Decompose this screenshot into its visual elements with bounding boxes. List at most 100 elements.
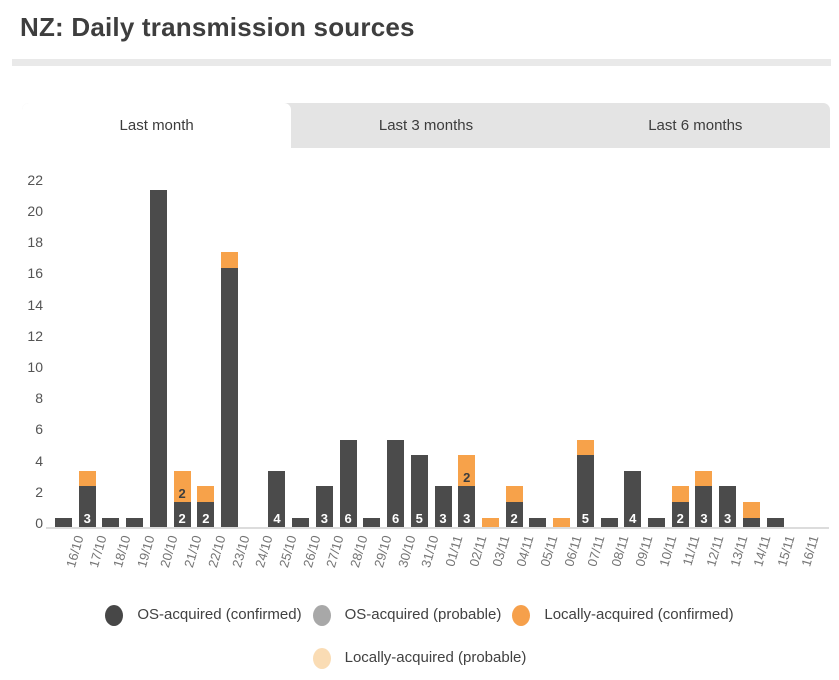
x-axis-tick-label: 02/11	[466, 533, 490, 569]
legend-label: Locally-acquired (probable)	[344, 649, 527, 666]
bar-value-label: 2	[676, 510, 684, 526]
x-axis-tick-label: 08/11	[608, 533, 632, 569]
x-axis-tick-label: 28/10	[347, 533, 371, 570]
bar-segment-locally-confirmed[interactable]	[553, 517, 571, 527]
bar-segment-os-confirmed[interactable]: 3	[719, 486, 737, 527]
bar-value-label: 6	[344, 510, 352, 526]
bar-value-label: 3	[463, 510, 471, 526]
bar-value-label: 3	[700, 510, 708, 526]
bar-segment-os-confirmed[interactable]: 5	[410, 455, 428, 527]
bar-segment-os-confirmed[interactable]	[648, 517, 665, 527]
tab-last-6-months[interactable]: Last 6 months	[648, 117, 743, 134]
os-probable-swatch-icon	[312, 604, 331, 626]
y-axis-tick-label: 0	[35, 515, 43, 531]
tab-last-3-months[interactable]: Last 3 months	[378, 117, 474, 134]
bar-segment-locally-confirmed[interactable]	[221, 252, 239, 269]
bar-segment-locally-confirmed[interactable]: 2	[458, 455, 476, 487]
bar-segment-os-confirmed[interactable]: 3	[695, 486, 713, 527]
x-axis-tick-label: 12/11	[703, 533, 727, 569]
bar-value-label: 4	[629, 510, 637, 526]
bar-segment-os-confirmed[interactable]	[766, 517, 784, 527]
bar-segment-os-confirmed[interactable]	[55, 517, 72, 527]
title-divider	[12, 59, 831, 66]
x-axis-tick-label: 11/11	[679, 533, 703, 568]
bar-segment-os-confirmed[interactable]: 3	[315, 486, 333, 527]
stacked-bar-chart: 0 2 4 6 8 10 12 14 16 18 20 22 16/10 3 17/10 18/10 19/10…	[27, 171, 829, 570]
bar-segment-locally-confirmed[interactable]	[481, 517, 499, 527]
legend-label: OS-acquired (confirmed)	[137, 606, 302, 623]
x-axis-tick-label: 18/10	[110, 533, 134, 570]
legend-label: Locally-acquired (confirmed)	[544, 606, 734, 623]
legend-row-2: Locally-acquired (probable)	[312, 641, 527, 675]
bar-segment-os-confirmed[interactable]	[221, 268, 239, 527]
bar-segment-os-confirmed[interactable]	[742, 517, 760, 527]
bar-segment-os-confirmed[interactable]: 5	[576, 455, 594, 527]
bar-segment-locally-confirmed[interactable]: 2	[173, 470, 191, 503]
tab-last-month[interactable]: Last month	[22, 103, 292, 148]
bar-segment-os-confirmed[interactable]: 2	[173, 502, 191, 527]
legend-row-1: OS-acquired (confirmed) OS-acquired (pro…	[105, 598, 734, 632]
chart-legend: OS-acquired (confirmed) OS-acquired (pro…	[0, 598, 839, 675]
bar-segment-os-confirmed[interactable]	[149, 190, 167, 527]
bar-segment-os-confirmed[interactable]	[529, 517, 547, 527]
x-axis-tick-label: 19/10	[133, 533, 158, 570]
x-axis-tick-label: 05/11	[537, 533, 561, 569]
legend-item-os-probable[interactable]: OS-acquired (probable)	[312, 598, 502, 632]
x-axis-tick-label: 21/10	[181, 533, 205, 570]
bar-segment-os-confirmed[interactable]	[292, 517, 310, 527]
bar-segment-os-confirmed[interactable]: 4	[624, 470, 642, 527]
bar-segment-locally-confirmed[interactable]	[671, 486, 689, 503]
bar-segment-os-confirmed[interactable]	[126, 517, 144, 527]
x-axis-tick-label: 22/10	[204, 533, 229, 570]
y-axis-tick-label: 4	[35, 452, 43, 469]
y-axis-tick-label: 20	[27, 203, 43, 219]
y-axis-tick-label: 8	[35, 390, 43, 407]
bar-value-label: 3	[83, 510, 91, 526]
bar-segment-os-confirmed[interactable]: 4	[268, 470, 286, 527]
bar-segment-locally-confirmed[interactable]	[197, 486, 215, 503]
bar-value-label: 3	[320, 510, 329, 526]
x-axis-tick-label: 17/10	[86, 533, 110, 570]
x-axis-tick-label: 09/11	[632, 533, 656, 569]
bar-segment-os-confirmed[interactable]: 2	[671, 502, 689, 527]
bar-segment-locally-confirmed[interactable]	[505, 486, 523, 503]
x-axis-tick-label: 27/10	[323, 533, 347, 570]
bar-segment-locally-confirmed[interactable]	[695, 470, 713, 487]
legend-item-locally-probable[interactable]: Locally-acquired (probable)	[312, 641, 527, 675]
bar-value-label: 3	[439, 510, 447, 526]
bar-segment-os-confirmed[interactable]	[363, 517, 381, 527]
bar-value-label: 2	[463, 470, 471, 486]
bar-value-label: 5	[581, 510, 589, 526]
bar-segment-os-confirmed[interactable]	[600, 517, 618, 527]
y-axis-tick-label: 18	[27, 234, 43, 251]
bar-segment-os-confirmed[interactable]: 2	[197, 502, 215, 527]
bar-segment-os-confirmed[interactable]: 3	[434, 486, 452, 527]
bar-segment-locally-confirmed[interactable]	[78, 470, 96, 487]
legend-item-locally-confirmed[interactable]: Locally-acquired (confirmed)	[512, 598, 734, 632]
bar-segment-os-confirmed[interactable]: 2	[505, 502, 523, 527]
x-axis-tick-label: 15/11	[774, 533, 798, 569]
x-axis-tick-label: 30/10	[394, 533, 419, 570]
bar-value-label: 2	[178, 486, 186, 502]
bar-segment-os-confirmed[interactable]	[102, 517, 120, 527]
locally-confirmed-swatch-icon	[512, 604, 531, 626]
y-axis-tick-label: 16	[27, 265, 43, 282]
x-axis-tick-label: 07/11	[584, 533, 608, 569]
x-axis-tick-label: 26/10	[299, 533, 324, 570]
bar-segment-locally-confirmed[interactable]	[576, 439, 594, 456]
bar-value-label: 2	[178, 510, 186, 526]
y-axis-tick-label: 12	[27, 327, 43, 344]
bar-value-label: 2	[202, 510, 210, 526]
x-axis-tick-label: 31/10	[418, 533, 442, 570]
bar-segment-os-confirmed[interactable]: 3	[458, 486, 476, 527]
x-axis-tick-label: 04/11	[513, 533, 537, 569]
legend-item-os-confirmed[interactable]: OS-acquired (confirmed)	[105, 598, 302, 632]
bar-segment-locally-confirmed[interactable]	[742, 502, 760, 518]
y-axis-tick-label: 22	[27, 171, 43, 188]
bar-segment-os-confirmed[interactable]: 3	[78, 486, 96, 527]
legend-label: OS-acquired (probable)	[344, 606, 502, 623]
x-axis-tick-label: 14/11	[750, 533, 774, 569]
bar-segment-os-confirmed[interactable]: 6	[387, 439, 405, 527]
bar-segment-os-confirmed[interactable]: 6	[339, 439, 357, 527]
